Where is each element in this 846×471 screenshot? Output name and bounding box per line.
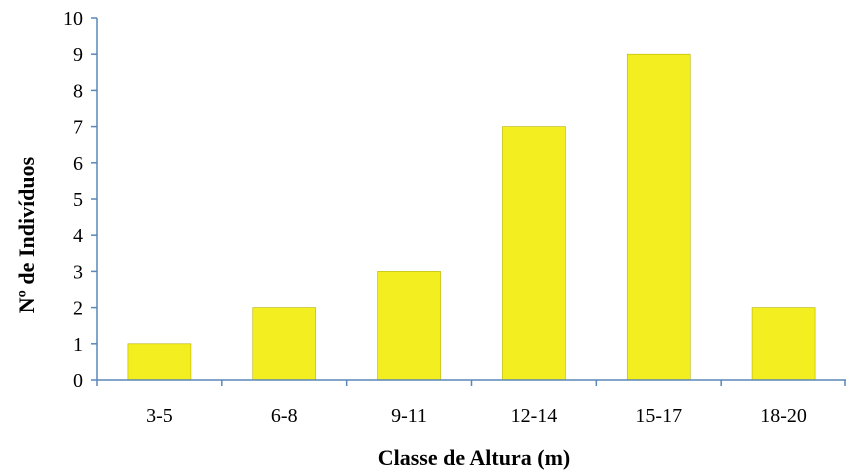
bar-6-8: [252, 307, 317, 381]
bar-9-11: [377, 271, 441, 381]
y-axis-title: Nº de Indivíduos: [14, 156, 39, 313]
x-tick-label: 12-14: [511, 405, 558, 427]
y-tick-label: 5: [73, 189, 83, 211]
x-tick-label: 9-11: [391, 405, 427, 427]
y-tick-label: 6: [73, 153, 83, 175]
y-tick-label: 9: [73, 44, 83, 66]
y-tick-label: 1: [73, 334, 83, 356]
y-tick-label: 0: [73, 370, 83, 392]
y-tick-label: 7: [73, 117, 83, 139]
bar-15-17: [626, 53, 691, 381]
y-axis: 0 1 2 3 4 5 6 7 8 9 10: [63, 8, 98, 392]
x-axis-title: Classe de Altura (m): [378, 445, 570, 470]
bar-18-20: [751, 307, 816, 381]
bar-3-5: [127, 343, 192, 381]
x-axis: 3-5 6-8 9-11 12-14 15-17 18-20: [96, 379, 846, 427]
y-tick-label: 2: [73, 298, 83, 320]
y-tick-label: 3: [73, 261, 83, 283]
bar-12-14: [502, 126, 566, 381]
y-tick-label: 10: [63, 8, 83, 30]
y-tick-label: 4: [73, 225, 83, 247]
y-tick-label: 8: [73, 80, 83, 102]
bars-group: [127, 53, 816, 381]
x-tick-label: 6-8: [271, 405, 298, 427]
x-tick-label: 3-5: [146, 405, 173, 427]
x-tick-label: 15-17: [635, 405, 682, 427]
x-tick-label: 18-20: [760, 405, 807, 427]
